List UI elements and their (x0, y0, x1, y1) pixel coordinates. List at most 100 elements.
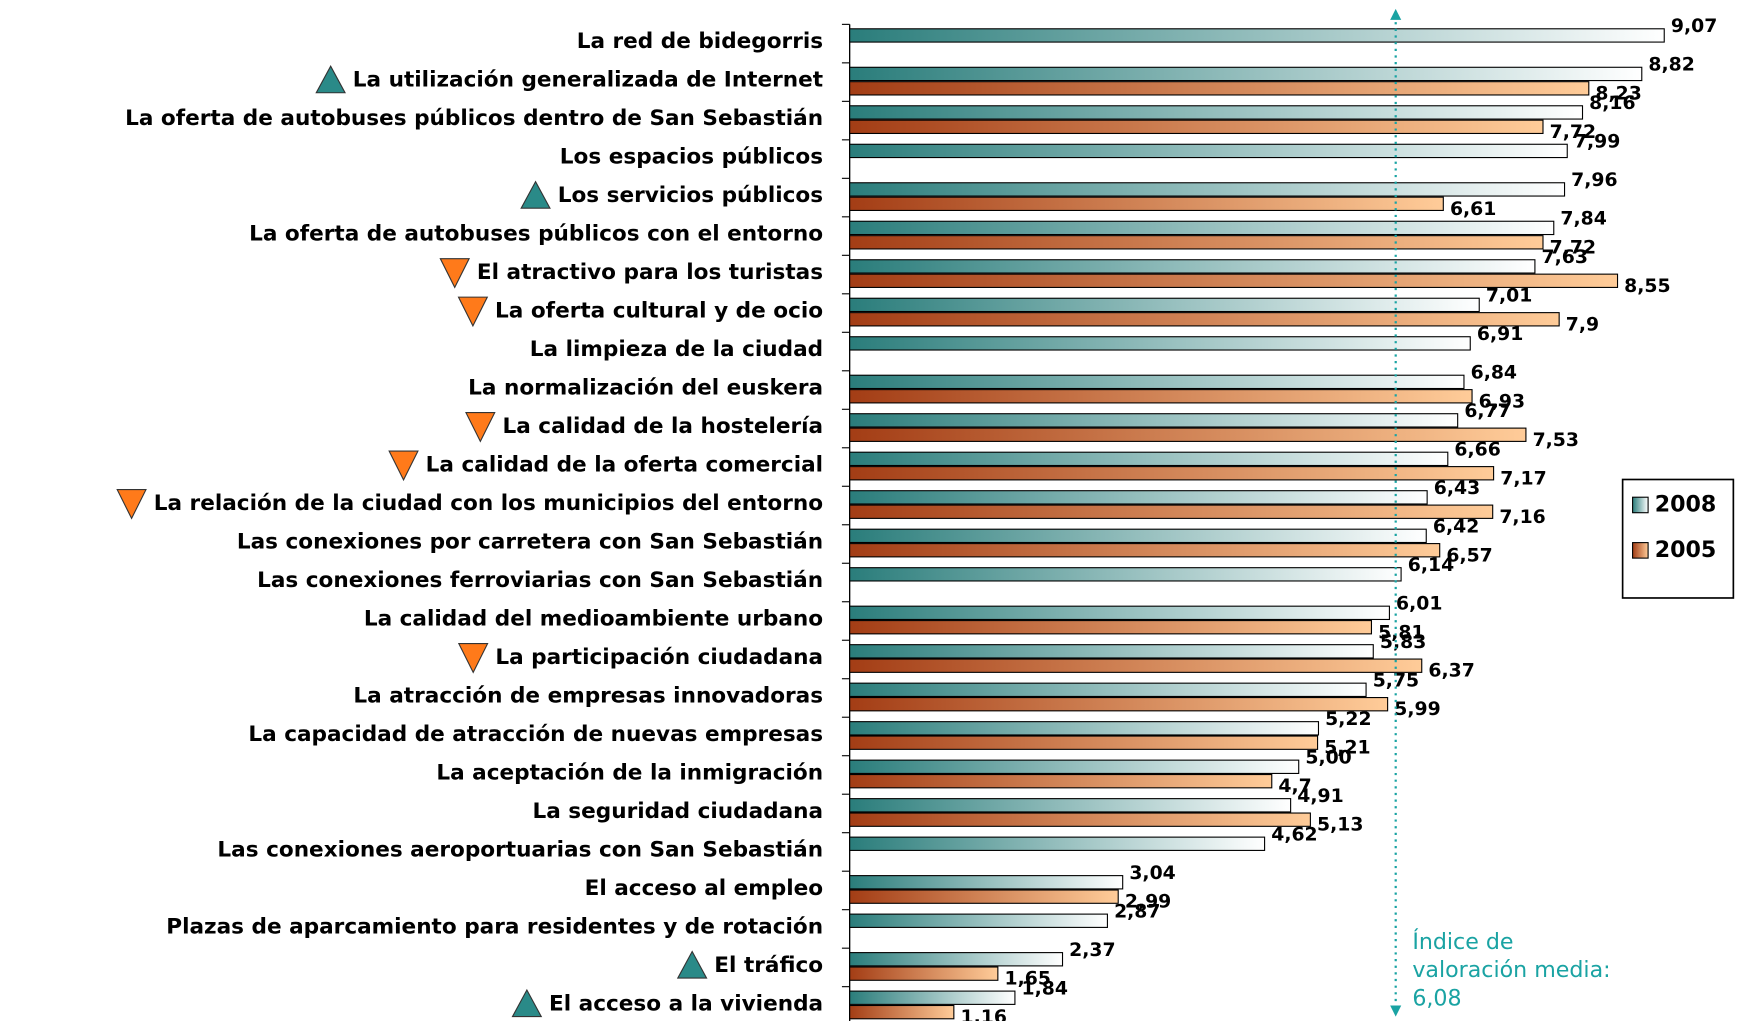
reference-label: 6,08 (1412, 985, 1461, 1011)
value-label: 6,77 (1464, 401, 1510, 422)
bar (849, 952, 1064, 967)
value-label: 6,01 (1396, 593, 1442, 614)
value-label: 8,23 (1595, 83, 1641, 104)
value-label: 6,61 (1450, 199, 1496, 220)
value-label: 7,72 (1550, 237, 1596, 258)
trend-marker (439, 258, 471, 289)
category-label: El acceso al empleo (585, 876, 824, 901)
value-label: 4,91 (1297, 786, 1343, 807)
bar (849, 143, 1568, 159)
value-label: 6,37 (1428, 661, 1474, 682)
bar (849, 735, 1319, 750)
trend-marker (465, 412, 496, 443)
legend-swatch (1632, 496, 1649, 514)
value-label: 7,16 (1499, 507, 1545, 528)
reference-arrow (1390, 1005, 1402, 1017)
category-label: La limpieza de la ciudad (530, 337, 823, 362)
value-label: 5,21 (1324, 738, 1370, 759)
bar (849, 605, 1390, 621)
value-label: 6,91 (1477, 324, 1523, 345)
trend-marker (457, 296, 489, 328)
bar (849, 220, 1555, 236)
bar (849, 81, 1590, 96)
bar (849, 1004, 955, 1020)
value-label: 5,81 (1378, 622, 1424, 643)
bar (849, 913, 1108, 928)
value-label: 2,99 (1125, 892, 1171, 913)
bar (849, 658, 1423, 673)
value-label: 7,53 (1533, 430, 1579, 451)
bar (849, 374, 1465, 390)
bar (849, 182, 1566, 197)
bar (849, 798, 1292, 813)
trend-marker (388, 450, 419, 482)
value-label: 6,43 (1434, 478, 1480, 499)
bar (849, 812, 1311, 827)
value-label: 1,84 (1022, 978, 1068, 999)
value-label: 6,93 (1479, 391, 1525, 412)
bar (849, 682, 1367, 698)
bar (849, 543, 1441, 558)
value-label: 7,17 (1500, 468, 1546, 489)
value-label: 4,62 (1271, 824, 1317, 845)
bar (849, 490, 1428, 505)
value-label: 1,16 (960, 1007, 1006, 1021)
value-label: 2,87 (1114, 901, 1160, 922)
value-label: 6,66 (1454, 439, 1500, 460)
category-label: Las conexiones por carretera con San Seb… (237, 529, 823, 554)
bar (849, 966, 999, 981)
value-label: 7,84 (1560, 209, 1606, 230)
bar (849, 889, 1119, 904)
bar (849, 697, 1389, 712)
value-label: 6,14 (1408, 555, 1454, 576)
trend-marker (520, 180, 551, 209)
value-label: 2,37 (1069, 940, 1115, 961)
trend-marker (511, 988, 543, 1018)
category-label: La aceptación de la inmigración (436, 760, 823, 785)
category-label: La normalización del euskera (468, 376, 823, 401)
category-label: La oferta de autobuses públicos dentro d… (125, 106, 823, 131)
trend-marker (676, 950, 708, 979)
trend-marker (315, 65, 346, 94)
value-label: 3,04 (1129, 863, 1175, 884)
value-label: 5,00 (1305, 747, 1351, 768)
category-label: La calidad de la hostelería (502, 414, 823, 439)
reference-label: valoración media: (1412, 957, 1610, 983)
bar (849, 567, 1402, 582)
trend-marker (457, 643, 489, 674)
bar (849, 836, 1266, 851)
category-label: La relación de la ciudad con los municip… (154, 491, 823, 516)
value-label: 8,82 (1648, 55, 1694, 76)
category-label: La calidad del medioambiente urbano (364, 606, 823, 631)
category-label: Plazas de aparcamiento para residentes y… (166, 914, 823, 939)
category-label: La red de bidegorris (577, 29, 823, 54)
value-label: 1,65 (1005, 969, 1051, 990)
reference-arrow (1390, 8, 1402, 20)
value-label: 6,42 (1433, 516, 1479, 537)
bar (849, 504, 1494, 519)
bar (849, 990, 1016, 1005)
category-label: Los espacios públicos (560, 145, 823, 170)
category-label: La capacidad de atracción de nuevas empr… (248, 722, 823, 747)
bar (849, 196, 1444, 211)
value-label: 5,13 (1317, 815, 1363, 836)
bar (849, 466, 1495, 481)
bar (849, 389, 1473, 404)
category-label: La seguridad ciudadana (532, 799, 823, 824)
value-label: 4,7 (1278, 776, 1311, 797)
category-label: La oferta de autobuses públicos con el e… (249, 222, 823, 247)
value-label: 7,9 (1566, 314, 1599, 335)
bar (849, 105, 1584, 120)
value-label: 5,83 (1380, 632, 1426, 653)
bar (849, 273, 1619, 288)
value-label: 7,72 (1550, 122, 1596, 143)
bar (849, 721, 1320, 736)
bar (849, 312, 1560, 327)
value-label: 7,01 (1486, 286, 1532, 307)
bar (849, 28, 1665, 43)
bar (849, 759, 1300, 774)
legend-label: 2008 (1655, 491, 1717, 517)
value-label: 9,07 (1671, 16, 1717, 37)
category-label: La participación ciudadana (495, 645, 823, 670)
